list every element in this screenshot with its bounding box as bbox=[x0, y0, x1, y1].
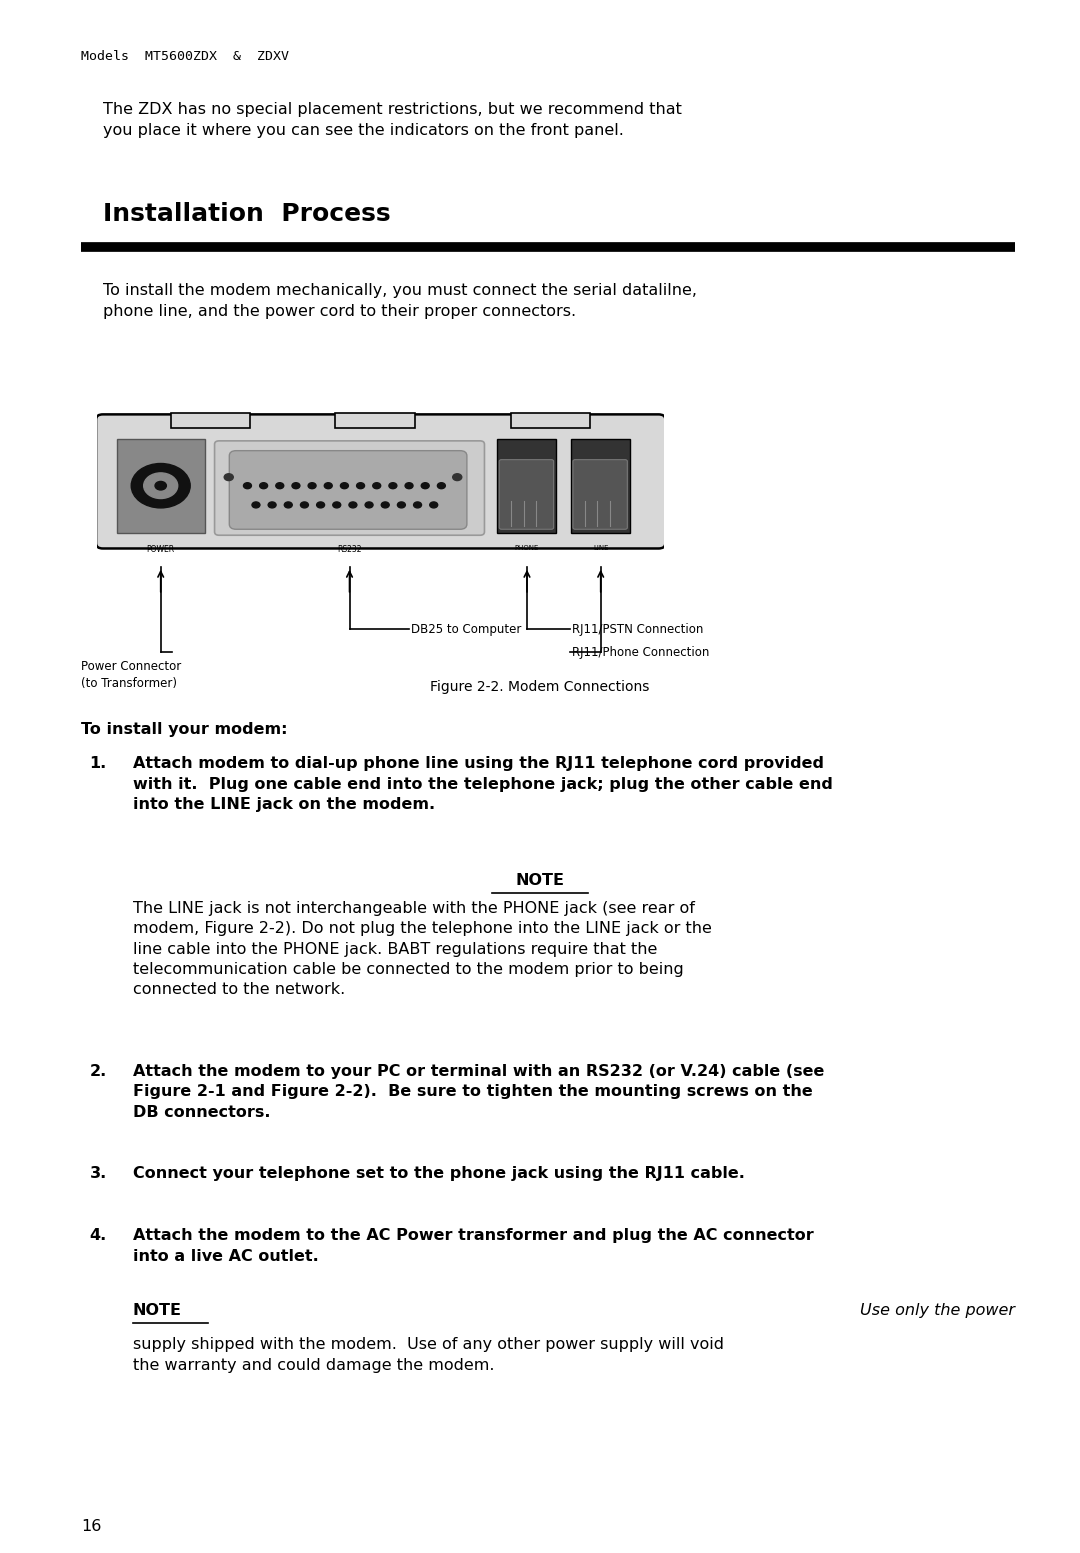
Circle shape bbox=[284, 502, 293, 508]
FancyBboxPatch shape bbox=[499, 460, 554, 530]
Text: Attach the modem to the AC Power transformer and plug the AC connector
into a li: Attach the modem to the AC Power transfo… bbox=[133, 1228, 813, 1264]
Text: supply shipped with the modem.  Use of any other power supply will void
the warr: supply shipped with the modem. Use of an… bbox=[133, 1337, 724, 1373]
Text: Use only the power: Use only the power bbox=[860, 1303, 1015, 1318]
Text: DB25 to Computer: DB25 to Computer bbox=[411, 623, 522, 635]
Circle shape bbox=[333, 502, 340, 508]
Circle shape bbox=[144, 472, 178, 499]
Text: The ZDX has no special placement restrictions, but we recommend that
you place i: The ZDX has no special placement restric… bbox=[103, 102, 681, 138]
Circle shape bbox=[259, 483, 268, 489]
Text: 4.: 4. bbox=[90, 1228, 107, 1244]
Text: To install the modem mechanically, you must connect the serial datalilne,
phone : To install the modem mechanically, you m… bbox=[103, 283, 697, 318]
Circle shape bbox=[316, 502, 325, 508]
Text: 1.: 1. bbox=[90, 756, 107, 772]
Circle shape bbox=[381, 502, 389, 508]
FancyBboxPatch shape bbox=[96, 415, 665, 548]
Text: Figure 2-2. Modem Connections: Figure 2-2. Modem Connections bbox=[430, 680, 650, 694]
Bar bbox=[570, 439, 631, 533]
FancyBboxPatch shape bbox=[229, 450, 467, 530]
Text: RJ11/PSTN Connection: RJ11/PSTN Connection bbox=[572, 623, 704, 635]
Circle shape bbox=[421, 483, 429, 489]
Point bbox=[579, 491, 592, 509]
Circle shape bbox=[389, 483, 396, 489]
Circle shape bbox=[453, 474, 462, 480]
Circle shape bbox=[349, 502, 356, 508]
Point bbox=[604, 517, 617, 536]
Point bbox=[591, 491, 604, 509]
Bar bbox=[171, 413, 251, 429]
Circle shape bbox=[405, 483, 413, 489]
Circle shape bbox=[243, 483, 252, 489]
Bar bbox=[117, 439, 205, 533]
Circle shape bbox=[365, 502, 373, 508]
Circle shape bbox=[225, 474, 233, 480]
Circle shape bbox=[373, 483, 380, 489]
Text: The LINE jack is not interchangeable with the PHONE jack (see rear of
modem, Fig: The LINE jack is not interchangeable wit… bbox=[133, 901, 712, 997]
Point bbox=[579, 517, 592, 536]
Circle shape bbox=[156, 481, 166, 489]
Circle shape bbox=[414, 502, 421, 508]
Point bbox=[517, 517, 530, 536]
Point bbox=[591, 517, 604, 536]
Bar bbox=[336, 413, 415, 429]
Circle shape bbox=[430, 502, 437, 508]
Point bbox=[529, 491, 542, 509]
Circle shape bbox=[252, 502, 260, 508]
Circle shape bbox=[437, 483, 445, 489]
Circle shape bbox=[300, 502, 309, 508]
Text: PHONE: PHONE bbox=[515, 545, 539, 551]
Text: Power Connector
(to Transformer): Power Connector (to Transformer) bbox=[81, 660, 181, 690]
Circle shape bbox=[268, 502, 276, 508]
Circle shape bbox=[132, 463, 190, 508]
FancyBboxPatch shape bbox=[215, 441, 485, 536]
Text: 2.: 2. bbox=[90, 1064, 107, 1079]
Text: RS232: RS232 bbox=[337, 545, 362, 554]
Text: NOTE: NOTE bbox=[515, 873, 565, 888]
Text: Installation  Process: Installation Process bbox=[103, 202, 390, 225]
Text: Connect your telephone set to the phone jack using the RJ11 cable.: Connect your telephone set to the phone … bbox=[133, 1166, 745, 1182]
Circle shape bbox=[340, 483, 349, 489]
Bar bbox=[497, 439, 556, 533]
Point bbox=[604, 491, 617, 509]
Text: Attach modem to dial-up phone line using the RJ11 telephone cord provided
with i: Attach modem to dial-up phone line using… bbox=[133, 756, 833, 812]
Text: NOTE: NOTE bbox=[133, 1303, 181, 1318]
Text: 16: 16 bbox=[81, 1519, 102, 1534]
Circle shape bbox=[275, 483, 284, 489]
Text: LINE: LINE bbox=[593, 545, 608, 551]
Circle shape bbox=[356, 483, 365, 489]
Point bbox=[529, 517, 542, 536]
Point bbox=[504, 491, 517, 509]
Circle shape bbox=[292, 483, 300, 489]
Point bbox=[517, 491, 530, 509]
Circle shape bbox=[397, 502, 405, 508]
Point bbox=[504, 517, 517, 536]
Text: 3.: 3. bbox=[90, 1166, 107, 1182]
Text: Attach the modem to your PC or terminal with an RS232 (or V.24) cable (see
Figur: Attach the modem to your PC or terminal … bbox=[133, 1064, 824, 1120]
Circle shape bbox=[324, 483, 333, 489]
Bar bbox=[511, 413, 591, 429]
Text: Models  MT5600ZDX  &  ZDXV: Models MT5600ZDX & ZDXV bbox=[81, 50, 289, 62]
Text: To install your modem:: To install your modem: bbox=[81, 722, 287, 738]
FancyBboxPatch shape bbox=[572, 460, 627, 530]
Text: RJ11/Phone Connection: RJ11/Phone Connection bbox=[572, 646, 710, 658]
Circle shape bbox=[308, 483, 316, 489]
Text: POWER: POWER bbox=[147, 545, 175, 554]
